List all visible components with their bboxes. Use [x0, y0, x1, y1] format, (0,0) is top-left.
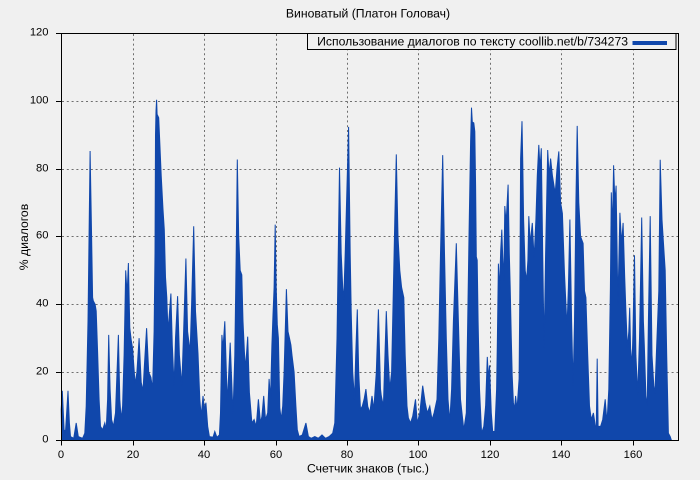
svg-text:60: 60	[36, 229, 48, 241]
svg-text:100: 100	[409, 449, 428, 461]
svg-text:20: 20	[36, 365, 48, 377]
svg-text:0: 0	[58, 449, 64, 461]
svg-text:160: 160	[624, 449, 643, 461]
svg-text:Счетчик знаков (тыс.): Счетчик знаков (тыс.)	[307, 461, 429, 475]
svg-text:0: 0	[42, 433, 48, 445]
svg-text:20: 20	[127, 449, 139, 461]
svg-text:120: 120	[30, 26, 49, 38]
svg-text:Использование диалогов по текс: Использование диалогов по тексту coollib…	[317, 34, 628, 48]
svg-text:Виноватый (Платон Головач): Виноватый (Платон Головач)	[286, 7, 450, 21]
svg-text:140: 140	[552, 449, 571, 461]
svg-text:100: 100	[30, 94, 49, 106]
svg-text:% диалогов: % диалогов	[17, 204, 31, 270]
svg-text:80: 80	[341, 449, 353, 461]
svg-text:120: 120	[481, 449, 500, 461]
svg-text:40: 40	[198, 449, 210, 461]
svg-text:60: 60	[270, 449, 282, 461]
svg-text:40: 40	[36, 297, 48, 309]
svg-text:80: 80	[36, 162, 48, 174]
